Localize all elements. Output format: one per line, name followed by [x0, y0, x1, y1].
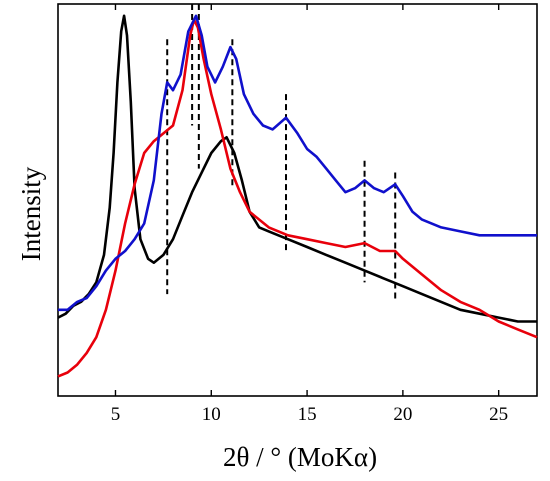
- x-axis-title: 2θ / ° (MoKα): [223, 442, 377, 472]
- series-group: [57, 14, 538, 378]
- x-tick-label: 20: [393, 404, 412, 425]
- x-tick-label: 5: [111, 404, 121, 425]
- x-tick-label: 10: [202, 404, 221, 425]
- plot-frame: [57, 3, 538, 397]
- x-axis-ticks: 5 10 15 20 25: [111, 4, 508, 425]
- series-line-0: [57, 14, 537, 323]
- series-line-2: [58, 14, 537, 312]
- x-tick-label: 25: [489, 404, 508, 425]
- x-tick-label: 15: [298, 404, 317, 425]
- y-axis-title: Intensity: [16, 166, 46, 261]
